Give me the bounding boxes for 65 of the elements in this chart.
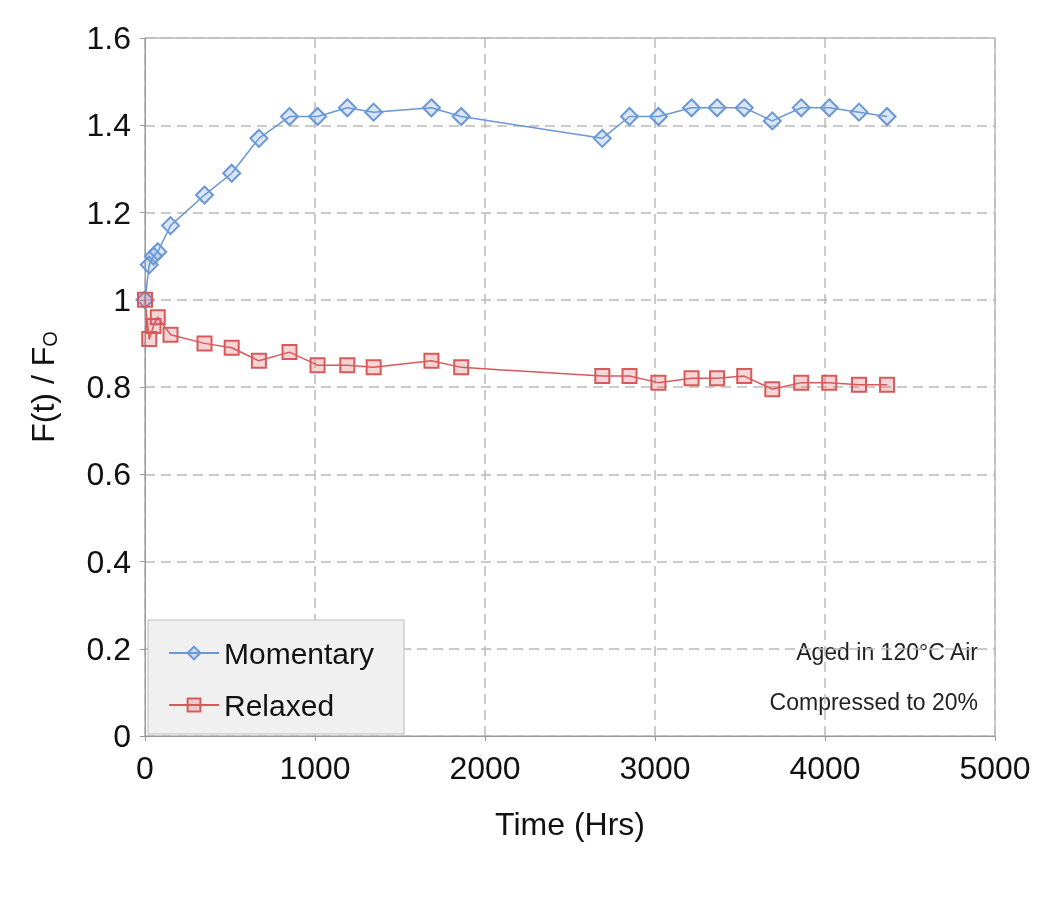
annotation: Aged in 120°C Air — [796, 638, 979, 665]
point — [594, 368, 611, 385]
x-tick-label: 3000 — [619, 750, 691, 786]
point — [648, 107, 668, 127]
annotation: Compressed to 20% — [769, 688, 978, 715]
point — [364, 102, 384, 122]
y-tick-label: 1.4 — [86, 107, 131, 144]
x-tick-label: 1000 — [279, 750, 351, 786]
y-axis-title: F(t) / FO — [25, 331, 61, 443]
y-tick-label: 1.6 — [86, 20, 131, 56]
point — [650, 374, 667, 391]
y-tick-label: 0.6 — [86, 456, 131, 493]
point — [161, 216, 180, 236]
legend-label: Momentary — [224, 636, 375, 670]
point — [821, 374, 838, 391]
point — [621, 368, 638, 385]
point — [421, 98, 441, 118]
y-tick-label: 0.8 — [86, 369, 131, 405]
y-tick-label: 1 — [113, 281, 131, 318]
point — [791, 98, 811, 118]
point — [162, 326, 179, 343]
point — [849, 102, 869, 122]
point — [819, 98, 839, 118]
point — [195, 185, 214, 205]
point — [249, 128, 269, 148]
point — [851, 376, 867, 393]
point — [148, 242, 168, 262]
point — [734, 98, 754, 118]
point — [762, 111, 782, 131]
point — [309, 357, 326, 374]
point — [592, 128, 612, 148]
point — [764, 381, 781, 398]
y-tick-label: 0.2 — [86, 630, 131, 667]
point — [423, 352, 440, 369]
point — [682, 98, 702, 118]
point — [683, 370, 700, 387]
point — [250, 352, 267, 369]
point — [196, 335, 213, 352]
point — [308, 107, 328, 127]
point — [149, 309, 166, 326]
y-tick-label: 1.2 — [86, 194, 131, 231]
x-tick-label: 5000 — [959, 750, 1031, 786]
point — [877, 107, 897, 127]
x-tick-label: 2000 — [449, 750, 521, 786]
point — [365, 359, 382, 376]
point — [222, 163, 242, 183]
point — [453, 359, 470, 376]
point — [879, 376, 896, 393]
x-tick-label: 0 — [136, 750, 154, 786]
y-tick-label: 0 — [113, 718, 131, 754]
point — [281, 344, 298, 361]
point — [620, 107, 639, 127]
point — [736, 368, 753, 385]
point — [337, 98, 357, 118]
point — [709, 370, 726, 387]
point — [451, 107, 471, 127]
point — [793, 374, 810, 391]
point — [707, 98, 727, 118]
x-axis-title: Time (Hrs) — [495, 806, 645, 842]
point — [339, 357, 356, 374]
y-tick-label: 0.4 — [86, 543, 131, 580]
legend-label: Relaxed — [224, 688, 335, 722]
x-tick-label: 4000 — [789, 750, 861, 786]
point — [280, 107, 299, 127]
point — [223, 339, 240, 356]
